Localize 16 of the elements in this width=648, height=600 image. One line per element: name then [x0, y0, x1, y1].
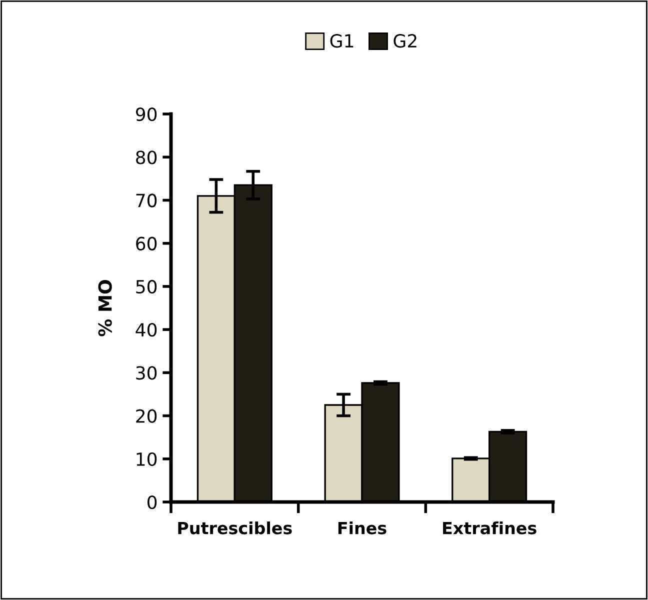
x-tick-label: Extrafines — [443, 521, 536, 534]
y-tick-label: 20 — [136, 409, 157, 423]
y-tick-label: 0 — [148, 495, 157, 510]
x-tick-label: Putrescibles — [178, 521, 292, 534]
y-tick-label: 30 — [136, 366, 157, 380]
x-tick-label: Fines — [338, 521, 386, 534]
y-tick-label: 60 — [136, 236, 157, 250]
y-tick-label: 50 — [136, 280, 157, 294]
legend-label: G2 — [394, 34, 416, 48]
y-axis-title: % MO — [98, 280, 112, 336]
legend-label: G1 — [330, 34, 354, 48]
y-tick-label: 80 — [136, 150, 157, 164]
y-tick-label: 90 — [136, 107, 157, 122]
y-tick-label: 40 — [136, 323, 157, 337]
y-tick-label: 10 — [136, 452, 157, 466]
y-tick-label: 70 — [136, 194, 157, 208]
